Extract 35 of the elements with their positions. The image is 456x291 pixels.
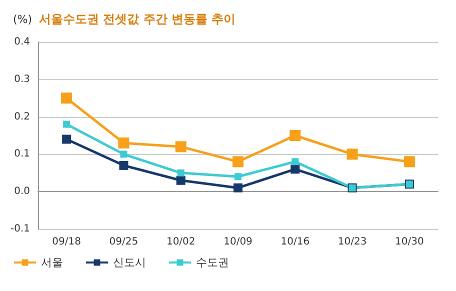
point (120, 150, 128, 158)
point (290, 130, 301, 141)
y-tick-label: 0.1 (14, 148, 30, 160)
point (292, 158, 299, 166)
y-tick-label: 0.3 (14, 74, 30, 85)
chart-title: 서울수도권 전셋값 주간 변동률 추이 (39, 12, 236, 26)
point (63, 120, 70, 128)
legend-label: 신도시 (113, 256, 146, 269)
x-tick-label: 10/23 (338, 236, 367, 248)
y-tick-label: 0.0 (14, 186, 30, 198)
point (119, 160, 128, 170)
legend-label: 수도권 (196, 256, 229, 269)
point (176, 176, 186, 185)
point (234, 173, 242, 180)
y-axis-title: (%) (13, 13, 32, 26)
y-tick-label: 0.2 (14, 111, 30, 122)
y-tick-label: 0.4 (14, 36, 30, 48)
point (234, 183, 242, 192)
x-tick-label: 10/02 (166, 236, 196, 248)
point (232, 156, 244, 168)
point (290, 164, 300, 174)
legend-label: 서울 (41, 256, 63, 269)
point (177, 169, 184, 176)
point (61, 92, 72, 104)
point (404, 156, 415, 168)
point (346, 148, 358, 160)
x-tick-label: 10/16 (280, 236, 310, 248)
x-tick-label: 10/30 (395, 236, 424, 248)
x-tick-label: 09/18 (52, 236, 81, 248)
y-tick-label: -0.1 (10, 224, 30, 234)
x-tick-label: 10/09 (224, 236, 252, 248)
x-tick-label: 09/25 (109, 236, 138, 248)
point (118, 137, 130, 148)
point (175, 141, 186, 152)
point (62, 134, 72, 144)
